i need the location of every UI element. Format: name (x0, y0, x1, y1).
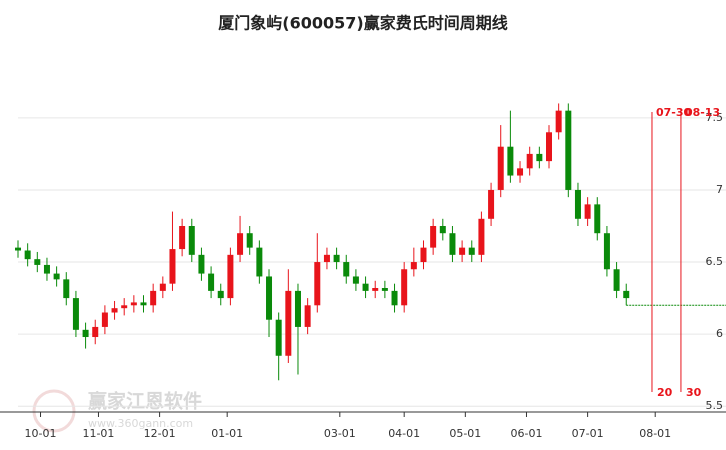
candle-body (420, 247, 427, 263)
candle-body (159, 283, 166, 291)
candle-body (217, 290, 224, 299)
candle-body (237, 233, 244, 255)
x-tick-label: 08-01 (639, 427, 671, 440)
candle-body (391, 290, 398, 306)
candle-body (536, 153, 543, 162)
candle-body (459, 247, 466, 255)
candle-body (63, 279, 70, 299)
candle-body (381, 288, 388, 291)
candle-body (517, 168, 524, 176)
candle-body (130, 302, 137, 306)
cycle-date: 07-30 (656, 106, 692, 119)
y-tick-label: 7 (716, 183, 723, 196)
candle-body (285, 290, 292, 356)
chart-title: 厦门象屿(600057)赢家费氏时间周期线 (218, 14, 507, 33)
candle-body (401, 269, 408, 306)
candle-body (478, 218, 485, 255)
candle-body (449, 233, 456, 255)
candle-body (468, 247, 475, 255)
y-tick-label: 7.5 (706, 111, 724, 124)
candle-body (352, 276, 359, 284)
candle-body (121, 305, 128, 309)
candle-body (34, 259, 41, 265)
candle-body (92, 326, 99, 338)
candle-body (439, 226, 446, 234)
candle-body (623, 290, 630, 299)
watermark-logo (32, 389, 76, 433)
x-tick-label: 10-01 (25, 427, 57, 440)
candle-body (410, 262, 417, 270)
x-tick-label: 04-01 (388, 427, 420, 440)
x-tick-label: 01-01 (211, 427, 243, 440)
candle-body (526, 153, 533, 169)
candle-body (246, 233, 253, 248)
candle-body (24, 250, 31, 260)
candle-body (188, 226, 195, 255)
cycle-count: 20 (657, 386, 673, 399)
candle-body (208, 273, 215, 291)
y-tick-label: 6.5 (706, 255, 724, 268)
candle-body (101, 312, 108, 327)
candle-body (584, 204, 591, 219)
candle-body (314, 262, 321, 306)
candle-body (497, 146, 504, 190)
cycle-count: 30 (686, 386, 702, 399)
candle-body (603, 233, 610, 270)
candle-body (613, 269, 620, 291)
y-tick-label: 5.5 (706, 399, 724, 412)
x-tick-label: 03-01 (324, 427, 356, 440)
candle-body (179, 226, 186, 250)
candle-body (15, 247, 21, 251)
x-tick-label: 11-01 (82, 427, 114, 440)
x-tick-label: 07-01 (572, 427, 604, 440)
candle-body (323, 254, 330, 263)
y-tick-label: 6 (716, 327, 723, 340)
candle-body (507, 146, 514, 176)
x-tick-label: 06-01 (510, 427, 542, 440)
candle-body (140, 302, 147, 306)
candle-body (430, 226, 437, 248)
cycle-date: 08-13 (685, 106, 720, 119)
x-tick-label: 05-01 (449, 427, 481, 440)
candle-body (256, 247, 263, 277)
candle-body (304, 305, 311, 327)
candle-body (343, 262, 350, 277)
candle-body (294, 290, 301, 327)
candle-body (488, 189, 495, 219)
candle-body (82, 329, 89, 338)
candle-body (574, 189, 581, 219)
candle-body (53, 273, 60, 280)
candle-body (333, 254, 340, 263)
candle-body (555, 110, 562, 133)
candle-body (565, 110, 572, 190)
candle-body (594, 204, 601, 234)
candle-body (275, 319, 282, 356)
candle-body (72, 298, 79, 330)
candle-body (362, 283, 369, 291)
candle-body (546, 132, 552, 162)
candle-body (372, 288, 379, 291)
watermark: 赢家江恩软件 (88, 390, 202, 413)
candle-body (169, 249, 176, 284)
watermark-url: www.360gann.com (88, 417, 193, 430)
candle-body (198, 254, 205, 274)
candle-body (266, 276, 273, 320)
candle-body (43, 264, 50, 274)
candle-body (111, 308, 118, 313)
candle-body (150, 290, 157, 306)
candle-body (227, 254, 234, 299)
x-tick-label: 12-01 (144, 427, 176, 440)
